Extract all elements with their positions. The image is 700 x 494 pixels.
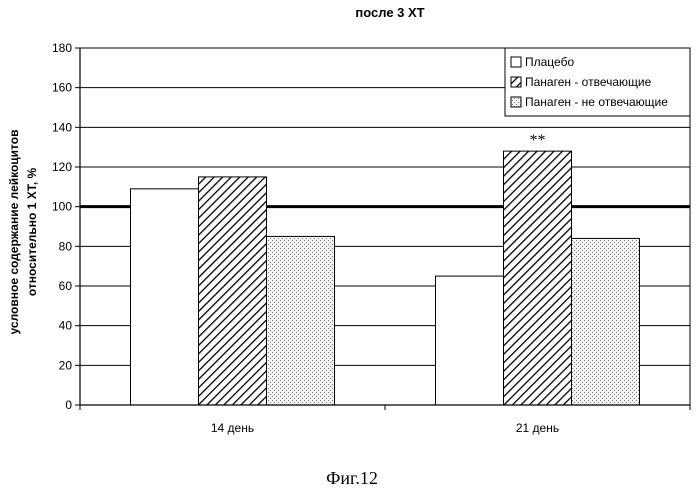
y-axis-label-line2: относительно 1 ХТ, % <box>25 168 39 297</box>
figure-caption: Фиг.12 <box>326 468 378 488</box>
legend-label: Панаген - отвечающие <box>525 75 652 89</box>
y-tick-label: 120 <box>52 160 72 174</box>
y-tick-label: 140 <box>52 120 72 134</box>
y-tick-label: 60 <box>59 279 73 293</box>
bar <box>267 236 335 405</box>
bar <box>199 177 267 405</box>
legend-label: Панаген - не отвечающие <box>525 95 668 109</box>
y-tick-label: 80 <box>59 239 73 253</box>
bars <box>131 151 640 405</box>
bar <box>131 189 199 405</box>
y-tick-label: 20 <box>59 358 73 372</box>
bar <box>504 151 572 405</box>
bar <box>572 238 640 405</box>
bar <box>436 276 504 405</box>
legend-swatch <box>511 57 521 67</box>
y-tick-labels: 0 20 40 60 80 100 120 140 160 180 <box>52 41 72 412</box>
legend-label: Плацебо <box>525 55 574 69</box>
y-tick-label: 160 <box>52 81 72 95</box>
y-axis-label-line1: условное содержание лейкоцитов <box>7 130 21 335</box>
legend-swatch <box>511 97 521 107</box>
y-tick-label: 100 <box>52 200 72 214</box>
x-category-label: 14 день <box>211 421 254 435</box>
chart-title: после 3 ХТ <box>355 5 424 20</box>
legend: Плацебо Панаген - отвечающие Панаген - не … <box>505 48 690 116</box>
x-category-label: 21 день <box>516 421 559 435</box>
y-tick-label: 40 <box>59 319 73 333</box>
y-tick-label: 0 <box>65 398 72 412</box>
x-category-labels: 14 день 21 день <box>211 421 559 435</box>
y-tick-label: 180 <box>52 41 72 55</box>
significance-annotation: ** <box>530 132 546 149</box>
annotations: ** <box>530 132 546 149</box>
legend-swatch <box>511 77 521 87</box>
